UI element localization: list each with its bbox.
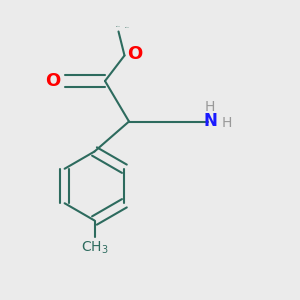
Text: CH$_3$: CH$_3$ bbox=[81, 240, 108, 256]
Text: O: O bbox=[45, 72, 60, 90]
Text: O: O bbox=[128, 45, 143, 63]
Text: methyl: methyl bbox=[124, 27, 129, 28]
Text: H: H bbox=[205, 100, 215, 114]
Text: H: H bbox=[222, 116, 232, 130]
Text: methyl: methyl bbox=[116, 26, 121, 27]
Text: N: N bbox=[203, 112, 217, 130]
